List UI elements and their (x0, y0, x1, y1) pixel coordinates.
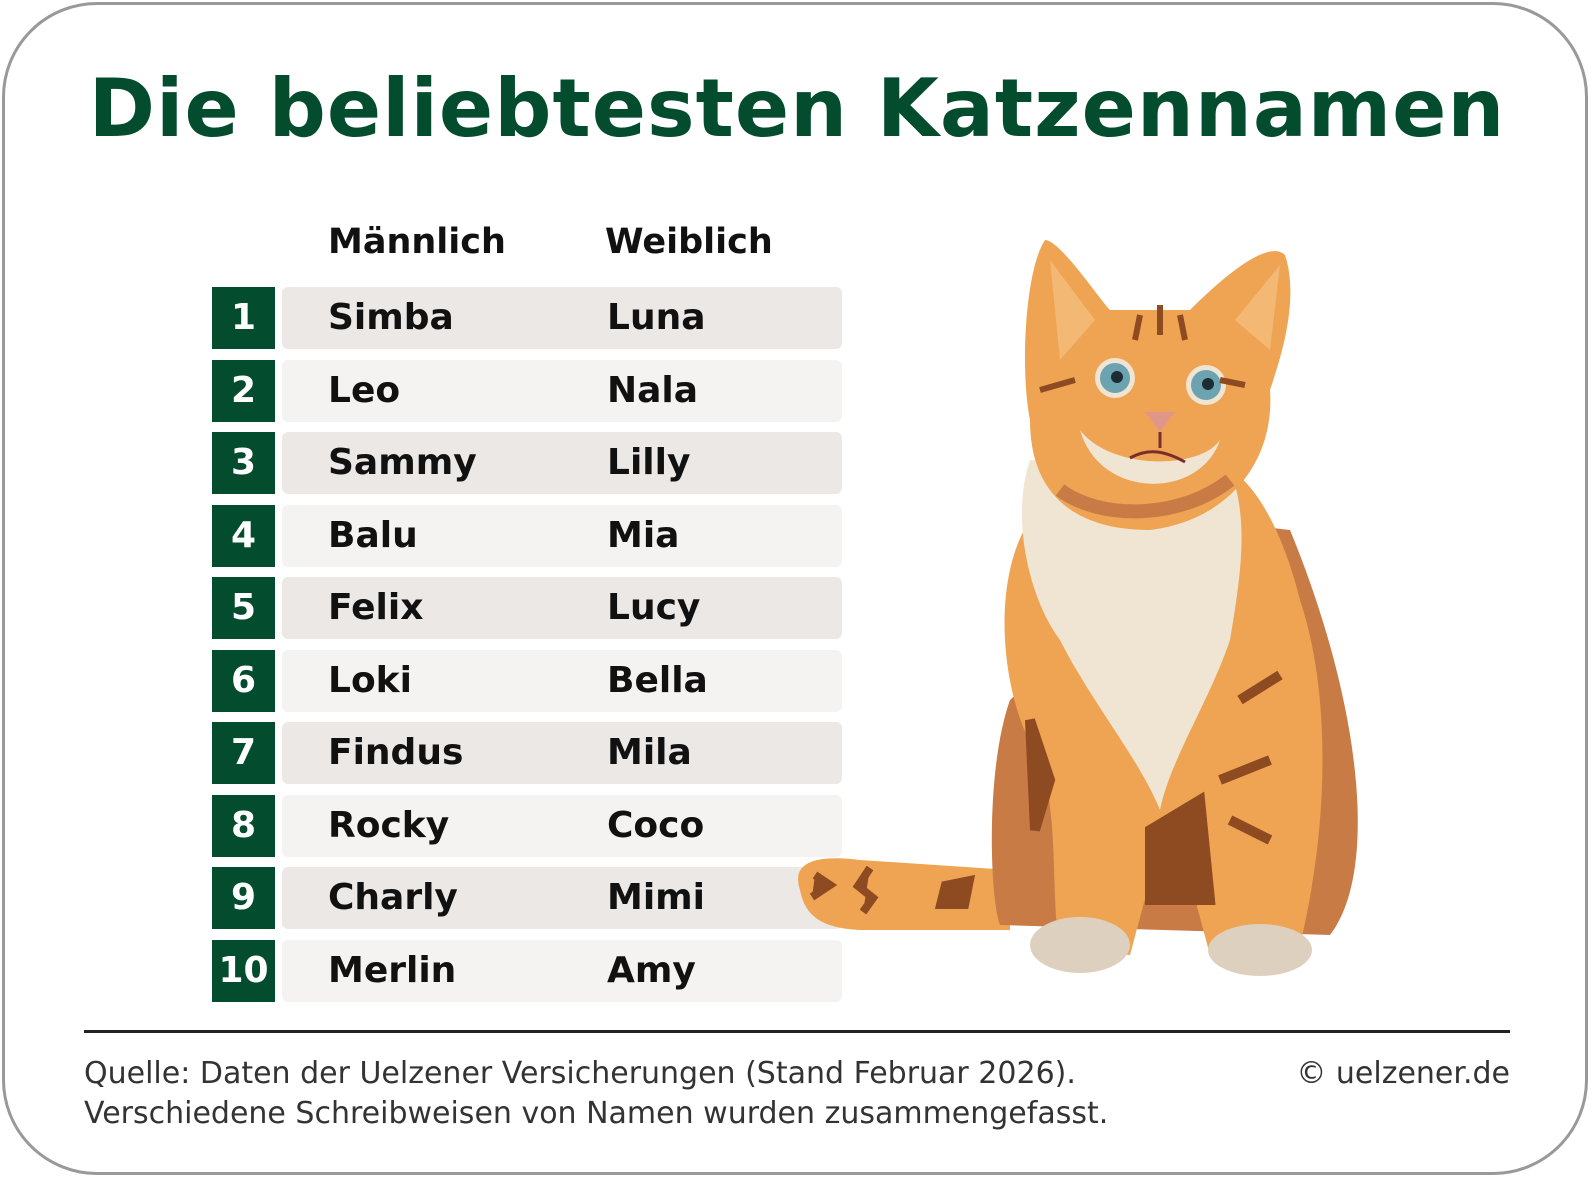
male-name: Loki (328, 659, 412, 701)
rank: 10 (212, 939, 275, 1002)
female-name: Nala (607, 369, 699, 411)
male-name: Felix (328, 587, 424, 628)
cat-illustration (798, 240, 1358, 976)
female-name: Mia (607, 514, 680, 556)
rank: 6 (212, 649, 275, 712)
row-background (282, 504, 842, 567)
column-header: Männlich (328, 222, 506, 262)
rank: 1 (212, 287, 275, 349)
rank: 9 (212, 867, 275, 929)
female-name: Mimi (607, 877, 706, 918)
source-note: Quelle: Daten der Uelzener Versicherunge… (84, 1056, 1076, 1091)
source-note: Verschiedene Schreibweisen von Namen wur… (84, 1096, 1109, 1131)
female-name: Lucy (607, 587, 701, 628)
row-background (282, 867, 842, 929)
column-header: Weiblich (605, 222, 773, 262)
male-name: Charly (328, 877, 458, 918)
row-background (282, 722, 842, 784)
male-name: Rocky (328, 804, 450, 846)
rank: 4 (212, 504, 275, 567)
rank: 5 (212, 577, 275, 639)
row-background (282, 939, 842, 1002)
male-name: Findus (328, 732, 464, 773)
female-name: Lilly (607, 442, 691, 483)
divider (84, 1030, 1510, 1033)
rank: 8 (212, 794, 275, 857)
row-background (282, 359, 842, 422)
row-background (282, 287, 842, 349)
row-background (282, 432, 842, 494)
rank: 3 (212, 432, 275, 494)
copyright: © uelzener.de (1296, 1056, 1510, 1091)
female-name: Mila (607, 732, 692, 773)
female-name: Coco (607, 804, 705, 846)
male-name: Merlin (328, 949, 457, 991)
female-name: Bella (607, 659, 708, 701)
male-name: Balu (328, 514, 418, 556)
male-name: Leo (328, 369, 401, 411)
title: Die beliebtesten Katzennamen (88, 62, 1506, 155)
rank: 2 (212, 359, 275, 422)
male-name: Simba (328, 297, 454, 338)
row-background (282, 649, 842, 712)
rank: 7 (212, 722, 275, 784)
row-background (282, 577, 842, 639)
female-name: Amy (607, 949, 696, 991)
male-name: Sammy (328, 442, 477, 483)
female-name: Luna (607, 297, 706, 338)
row-background (282, 794, 842, 857)
